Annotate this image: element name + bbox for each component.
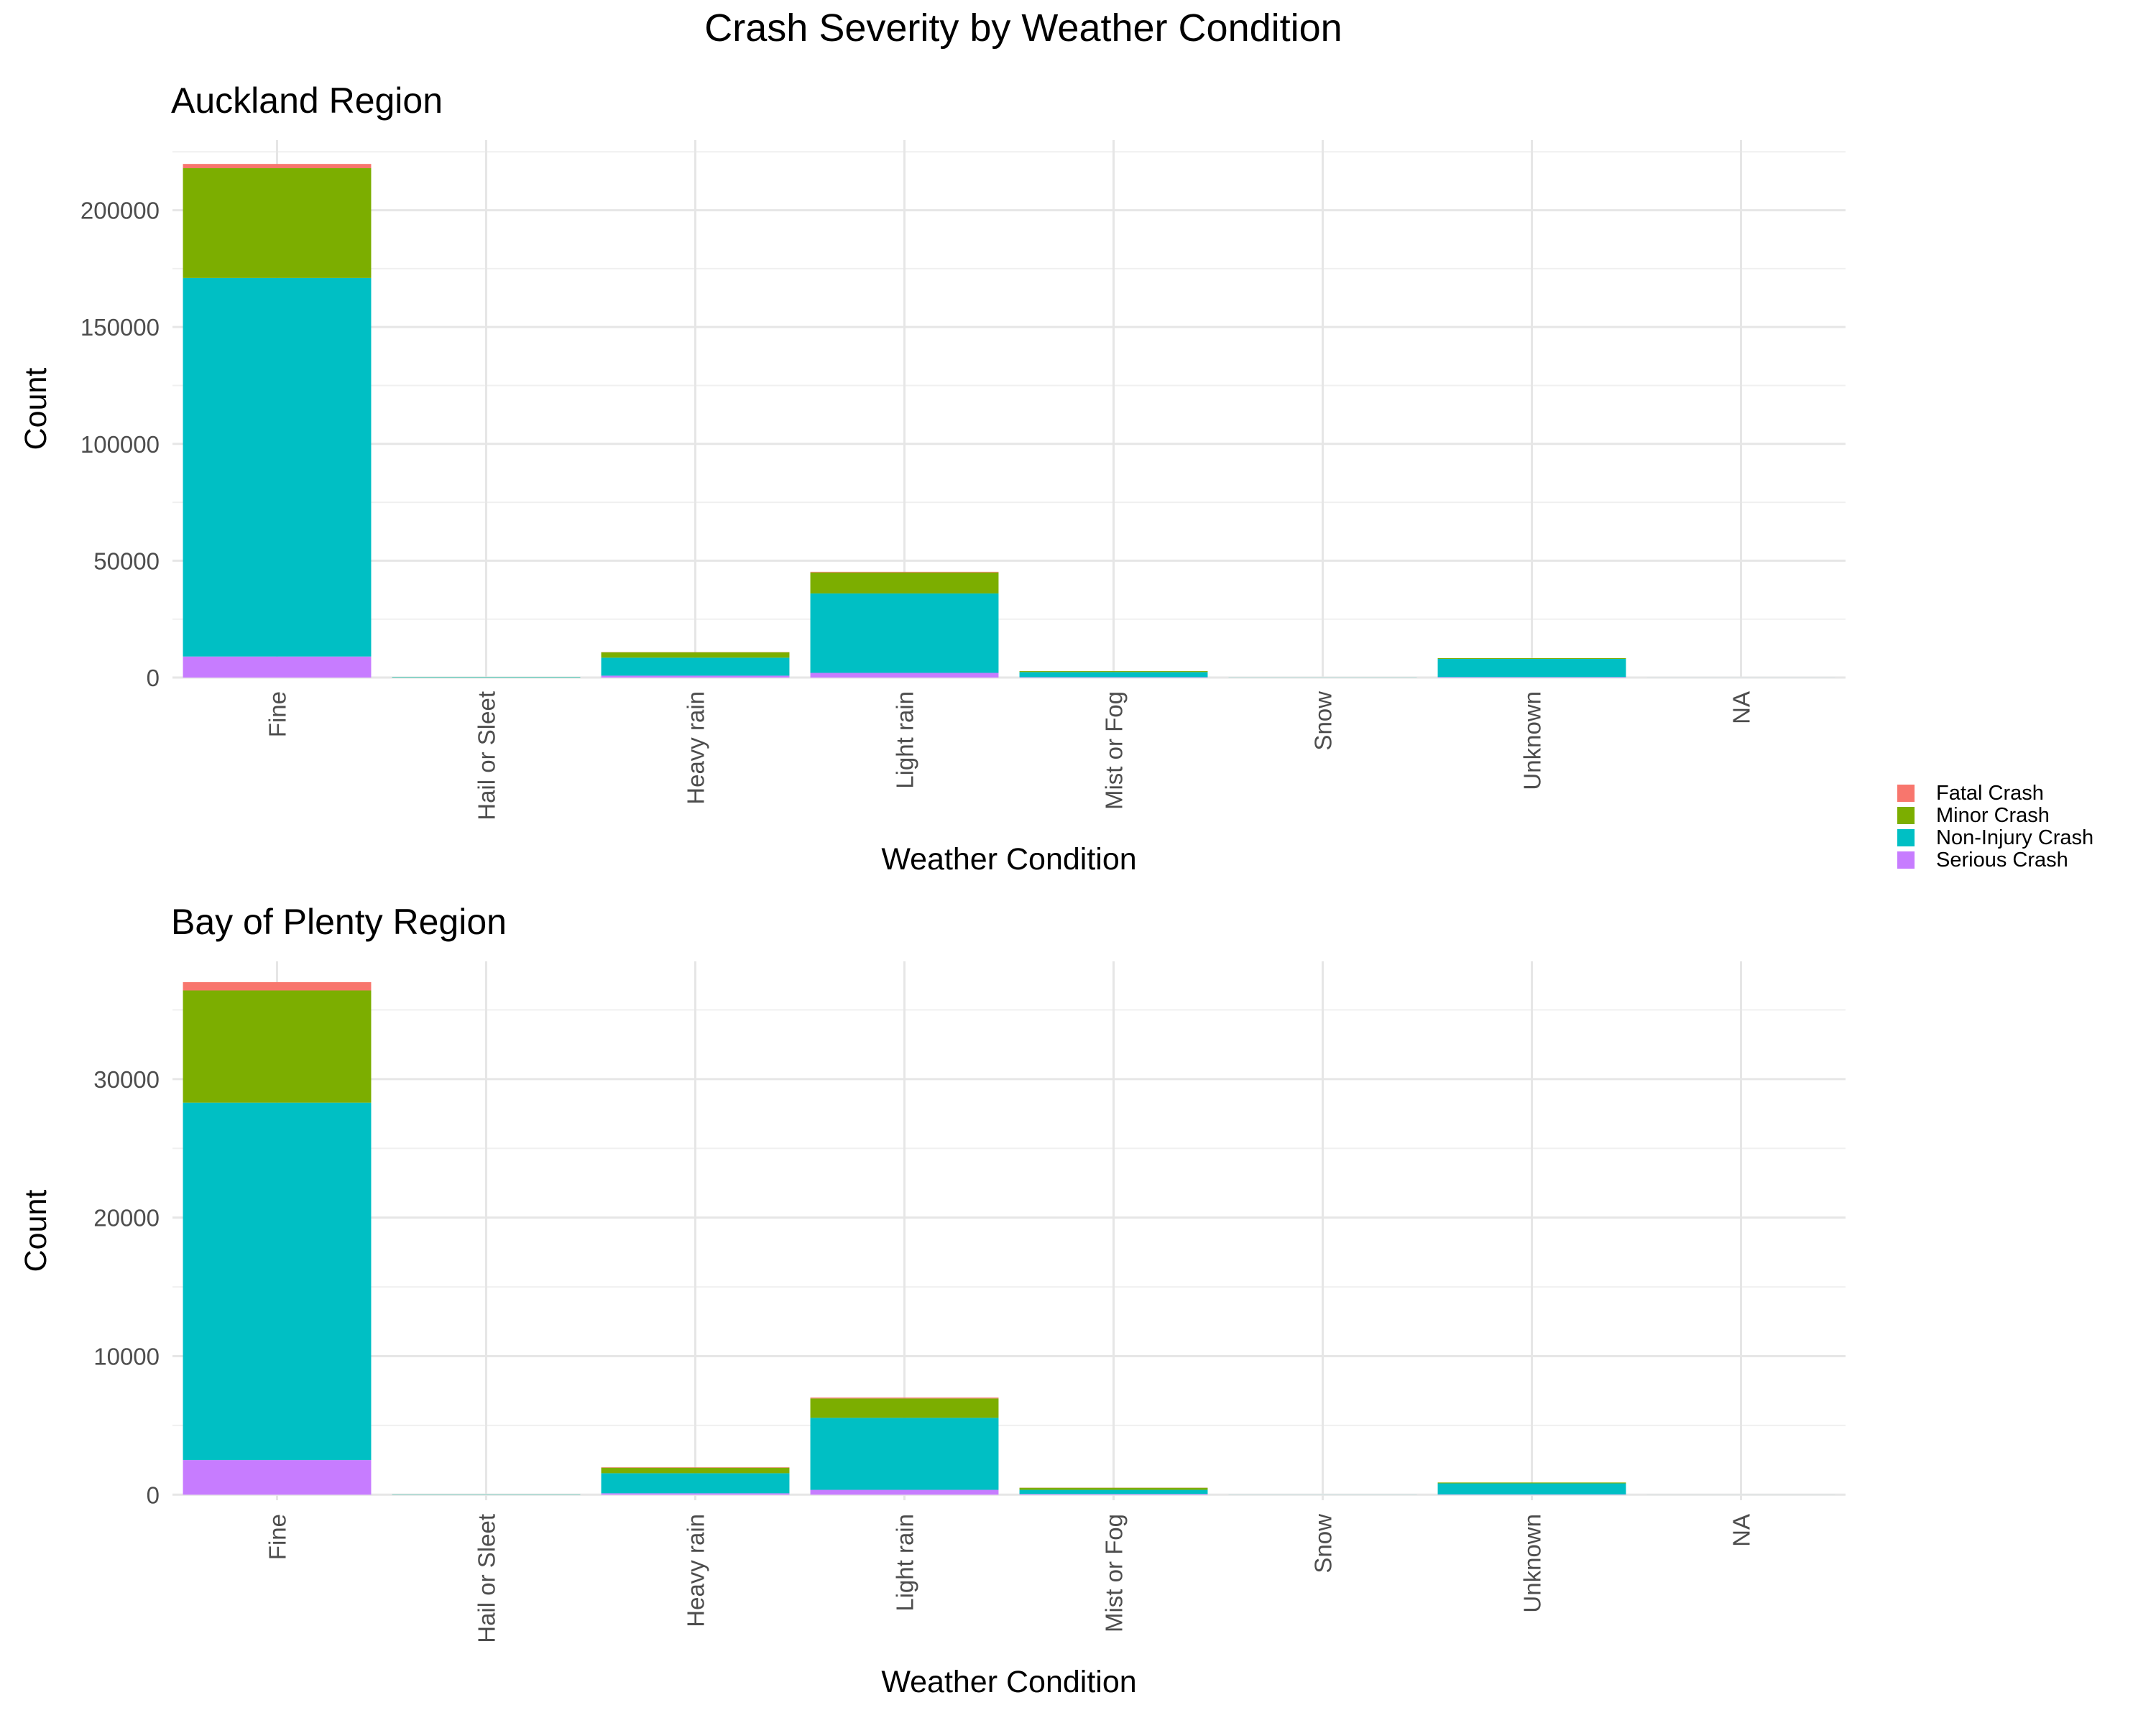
bar-minor-crash-light-rain: Minor Crash — Light rain: 1400: [811, 1398, 999, 1418]
x-tick-labels: Fine Hail or Sleet Heavy rain Light rain Mis…: [264, 691, 1755, 821]
legend-swatch: [1897, 851, 1915, 869]
bar-non-injury-crash-light-rain: Non-Injury Crash — Light rain: 5200: [811, 1418, 999, 1489]
bar-fatal-crash-light-rain: Fatal Crash — Light rain: 250: [811, 572, 999, 573]
x-tick-label: Unknown: [1519, 1514, 1546, 1613]
panel-title: Auckland Region: [171, 80, 443, 121]
bar-serious-crash-fine: Serious Crash — Fine: 2500: [183, 1460, 372, 1494]
bar-fatal-crash-light-rain: Fatal Crash — Light rain: 60: [811, 1397, 999, 1398]
bar-fatal-crash-heavy-rain: Fatal Crash — Heavy rain: 30: [602, 1467, 790, 1468]
x-tick-label: Light rain: [892, 691, 918, 789]
x-tick-labels: Fine Hail or Sleet Heavy rain Light rain Mis…: [264, 1514, 1755, 1643]
bar-serious-crash-heavy-rain: Serious Crash — Heavy rain: 800: [602, 675, 790, 678]
y-tick-labels: 0 10000 20000 30000: [93, 1066, 160, 1508]
bar-serious-crash-fine: Serious Crash — Fine: 9000: [183, 657, 372, 678]
x-tick-label: Hail or Sleet: [474, 691, 500, 821]
x-tick-label: Snow: [1310, 691, 1337, 751]
bars: Serious Crash — Fine: 9000Non-Injury Cra…: [183, 164, 1835, 678]
panel-2: Bay of Plenty Region Serious Crash — Fine…: [19, 902, 1846, 1699]
bar-minor-crash-mist-or-fog: Minor Crash — Mist or Fog: 400: [1020, 671, 1208, 672]
bar-non-injury-crash-hail-or-sleet: Non-Injury Crash — Hail or Sleet: 200: [392, 677, 581, 678]
bar-minor-crash-heavy-rain: Minor Crash — Heavy rain: 2300: [602, 652, 790, 657]
bar-non-injury-crash-heavy-rain: Non-Injury Crash — Heavy rain: 7700: [602, 657, 790, 675]
main-title: Crash Severity by Weather Condition: [704, 6, 1342, 50]
bar-fatal-crash-fine: Fatal Crash — Fine: 1800: [183, 164, 372, 168]
bar-non-injury-crash-fine: Non-Injury Crash — Fine: 162000: [183, 278, 372, 657]
legend-item: Non-Injury Crash: [1897, 826, 2093, 849]
bar-non-injury-crash-unknown: Non-Injury Crash — Unknown: 7800: [1438, 659, 1626, 677]
y-tick-label: 30000: [93, 1066, 160, 1093]
legend-label: Fatal Crash: [1936, 782, 2044, 805]
bar-minor-crash-unknown: Minor Crash — Unknown: 60: [1438, 1482, 1626, 1483]
panel-title: Bay of Plenty Region: [171, 902, 507, 942]
bar-minor-crash-light-rain: Minor Crash — Light rain: 9000: [811, 573, 999, 593]
y-tick-labels: 0 50000 100000 150000 200000: [80, 198, 160, 691]
y-tick-label: 200000: [80, 198, 160, 224]
x-tick-label: Snow: [1310, 1514, 1337, 1574]
bar-minor-crash-mist-or-fog: Minor Crash — Mist or Fog: 150: [1020, 1488, 1208, 1490]
panels-layer: Auckland Region Serious Crash — Fine: 900…: [19, 80, 1846, 1699]
x-tick-label: Hail or Sleet: [474, 1514, 500, 1643]
y-axis-title: Count: [19, 368, 53, 451]
x-tick-label: NA: [1728, 1514, 1755, 1547]
legend-swatch: [1897, 785, 1915, 802]
grid: [172, 140, 1846, 678]
bar-serious-crash-light-rain: Serious Crash — Light rain: 2000: [811, 673, 999, 678]
x-axis-title: Weather Condition: [881, 1665, 1136, 1699]
bars: Serious Crash — Fine: 2500Non-Injury Cra…: [183, 982, 1835, 1494]
x-tick-label: Light rain: [892, 1514, 918, 1612]
bar-non-injury-crash-mist-or-fog: Non-Injury Crash — Mist or Fog: 300: [1020, 1490, 1208, 1494]
x-tick-label: Unknown: [1519, 691, 1546, 790]
y-tick-label: 150000: [80, 314, 160, 341]
legend-label: Serious Crash: [1936, 849, 2068, 872]
x-tick-label: NA: [1728, 691, 1755, 724]
bar-fatal-crash-fine: Fatal Crash — Fine: 600: [183, 982, 372, 991]
legend-swatch: [1897, 829, 1915, 846]
panel-1: Auckland Region Serious Crash — Fine: 900…: [19, 80, 1846, 877]
y-tick-label: 10000: [93, 1343, 160, 1369]
bar-minor-crash-fine: Minor Crash — Fine: 47000: [183, 168, 372, 278]
bar-non-injury-crash-fine: Non-Injury Crash — Fine: 25800: [183, 1103, 372, 1460]
bar-serious-crash-light-rain: Serious Crash — Light rain: 350: [811, 1490, 999, 1495]
legend-item: Minor Crash: [1897, 804, 2050, 827]
x-tick-label: Mist or Fog: [1101, 1514, 1128, 1632]
y-tick-label: 0: [147, 665, 160, 691]
legend-label: Minor Crash: [1936, 804, 2050, 827]
x-tick-label: Fine: [264, 1514, 291, 1560]
bar-serious-crash-heavy-rain: Serious Crash — Heavy rain: 100: [602, 1493, 790, 1494]
x-tick-label: Mist or Fog: [1101, 691, 1128, 810]
bar-minor-crash-fine: Minor Crash — Fine: 8100: [183, 990, 372, 1102]
legend-item: Fatal Crash: [1897, 782, 2044, 805]
y-tick-label: 20000: [93, 1205, 160, 1232]
bar-minor-crash-unknown: Minor Crash — Unknown: 300: [1438, 658, 1626, 659]
grid: [172, 961, 1846, 1500]
x-tick-label: Heavy rain: [683, 1514, 709, 1627]
x-tick-label: Heavy rain: [683, 691, 709, 805]
legend-label: Non-Injury Crash: [1936, 826, 2093, 849]
bar-non-injury-crash-mist-or-fog: Non-Injury Crash — Mist or Fog: 2200: [1020, 672, 1208, 677]
legend-swatch: [1897, 807, 1915, 824]
bar-non-injury-crash-heavy-rain: Non-Injury Crash — Heavy rain: 1450: [602, 1473, 790, 1493]
y-axis-title: Count: [19, 1190, 53, 1272]
legend-item: Serious Crash: [1897, 849, 2068, 872]
bar-serious-crash-unknown: Serious Crash — Unknown: 200: [1438, 677, 1626, 678]
x-axis-title: Weather Condition: [881, 842, 1136, 877]
y-tick-label: 50000: [93, 547, 160, 574]
y-tick-label: 0: [147, 1482, 160, 1508]
bar-non-injury-crash-light-rain: Non-Injury Crash — Light rain: 34000: [811, 593, 999, 673]
y-tick-label: 100000: [80, 431, 160, 458]
x-tick-label: Fine: [264, 691, 291, 737]
bar-minor-crash-heavy-rain: Minor Crash — Heavy rain: 400: [602, 1468, 790, 1474]
bar-non-injury-crash-unknown: Non-Injury Crash — Unknown: 800: [1438, 1483, 1626, 1494]
